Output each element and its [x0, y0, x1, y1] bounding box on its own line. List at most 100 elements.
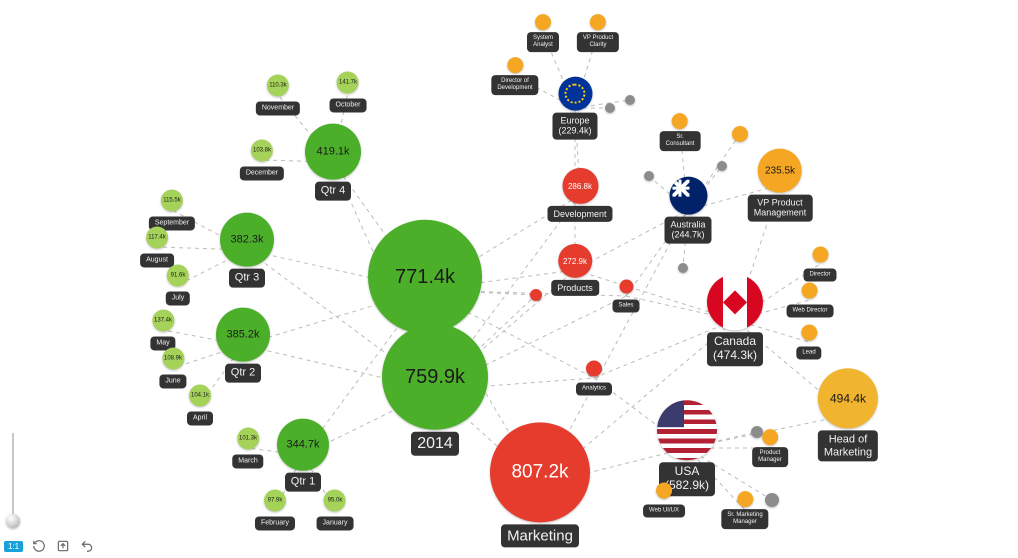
node-bubble [732, 126, 748, 142]
node-value: 110.3k [269, 82, 287, 88]
node-bubble [625, 95, 635, 105]
node-hom[interactable]: 494.4kHead of Marketing [818, 368, 878, 461]
node-value: 137.4k [154, 317, 172, 323]
node-ca[interactable]: Canada (474.3k) [707, 274, 763, 366]
node-t_se[interactable]: Sr. Consultant [660, 113, 701, 151]
node-oct[interactable]: 141.7k October [330, 71, 367, 112]
node-label: December [240, 166, 284, 180]
node-feb[interactable]: 97.9kFebruary [255, 489, 295, 530]
node-bubble [678, 263, 688, 273]
node-label: Web UI/UX [643, 505, 685, 518]
node-t_us2[interactable]: Product Manager [752, 429, 788, 467]
node-label: VP Product Clarity [577, 32, 619, 52]
node-sales[interactable]: Sales [612, 280, 639, 313]
flag-au-icon [669, 177, 707, 215]
node-label: Qtr 3 [229, 269, 265, 288]
node-q3[interactable]: 382.3kQtr 3 [220, 213, 274, 288]
node-value: 95.0k [328, 497, 343, 503]
node-apr[interactable]: 104.1kApril [187, 384, 213, 425]
node-prod2[interactable] [530, 289, 542, 301]
toolbar: 1:1 [4, 538, 95, 554]
export-icon[interactable] [55, 538, 71, 554]
node-t_g3[interactable] [644, 171, 654, 181]
node-y2014[interactable]: 759.9k2014 [382, 324, 488, 456]
node-t_us4[interactable]: Web UI/UX [643, 483, 685, 518]
node-value: 108.9k [164, 355, 182, 361]
node-label: Lead [796, 347, 821, 360]
node-t_ca3[interactable]: Lead [796, 325, 821, 360]
node-jun[interactable]: 108.9kJune [159, 347, 186, 388]
node-jan[interactable]: 95.0kJanuary [317, 489, 354, 530]
node-anlx[interactable]: Analytics [576, 361, 612, 396]
node-dec[interactable]: 103.8kDecember [240, 139, 284, 180]
zoom-slider[interactable] [6, 433, 20, 528]
refresh-icon[interactable] [31, 538, 47, 554]
mode-badge[interactable]: 1:1 [4, 541, 23, 552]
node-value: 91.6k [171, 272, 186, 278]
node-bubble: 137.4k [152, 309, 174, 331]
node-bubble [762, 429, 778, 445]
node-bubble: 286.8k [562, 168, 598, 204]
node-bubble: 272.9k [558, 244, 592, 278]
node-q4[interactable]: 419.1kQtr 4 [305, 124, 361, 201]
node-label: Development [547, 206, 612, 222]
node-bubble [644, 171, 654, 181]
node-us[interactable]: USA (582.9k) [657, 400, 717, 496]
node-bubble: 235.5k [758, 149, 802, 193]
node-value: 101.3k [239, 435, 257, 441]
node-label: Marketing [501, 524, 579, 547]
node-value: 344.7k [286, 439, 319, 451]
node-t_ca2[interactable]: Web Director [787, 283, 834, 318]
node-t_vp[interactable]: VP Product Clarity [577, 14, 619, 52]
node-label: October [330, 98, 367, 112]
node-q1[interactable]: 344.7kQtr 1 [277, 419, 329, 492]
node-eu[interactable]: Europe (229.4k) [552, 77, 597, 140]
node-dev[interactable]: 286.8k Development [547, 168, 612, 222]
flag-ca-icon [707, 274, 763, 330]
node-bubble: 385.2k [216, 308, 270, 362]
node-may[interactable]: 137.4kMay [150, 309, 175, 350]
node-jul[interactable]: 91.6kJuly [166, 264, 190, 305]
node-aug[interactable]: 117.4kAugust [140, 226, 174, 267]
node-t_us5[interactable]: Sr. Marketing Manager [721, 491, 768, 529]
node-label: Europe (229.4k) [552, 113, 597, 140]
flag-eu-icon [558, 77, 592, 111]
node-bubble [802, 283, 818, 299]
node-label: Analytics [576, 383, 612, 396]
node-value: 286.8k [568, 181, 592, 190]
zoom-thumb[interactable] [6, 514, 20, 528]
node-t_g1[interactable] [605, 103, 615, 113]
node-bubble: 110.3k [267, 74, 289, 96]
node-vpp[interactable]: 235.5kVP Product Management [748, 149, 813, 222]
node-value: 235.5k [765, 165, 795, 176]
node-label: Qtr 2 [225, 364, 261, 383]
node-prod[interactable]: 272.9kProducts [551, 244, 599, 296]
node-t_g4[interactable] [717, 161, 727, 171]
node-au[interactable]: Australia (244.7k) [664, 177, 711, 244]
node-bubble [717, 161, 727, 171]
node-t_ae[interactable] [732, 126, 748, 142]
node-t_g2[interactable] [625, 95, 635, 105]
undo-icon[interactable] [79, 538, 95, 554]
node-value: 771.4k [395, 265, 455, 288]
node-bubble: 344.7k [277, 419, 329, 471]
node-value: 104.1k [191, 392, 209, 398]
node-mkt[interactable]: 807.2kMarketing [490, 422, 590, 547]
node-t_dd[interactable]: Director of Development [491, 57, 538, 95]
node-label: Product Manager [752, 447, 788, 467]
node-bubble [656, 483, 672, 499]
node-value: 141.7k [339, 79, 357, 85]
node-nov[interactable]: 110.3kNovember [256, 74, 300, 115]
node-t_sa[interactable]: System Analyst [527, 14, 559, 52]
node-bubble [586, 361, 602, 377]
network-canvas[interactable]: 771.4k2015759.9k2014419.1kQtr 4382.3kQtr… [0, 0, 1018, 558]
flag-us-icon [657, 400, 717, 460]
node-bubble: 807.2k [490, 422, 590, 522]
node-mar[interactable]: 101.3kMarch [232, 427, 263, 468]
node-t_ca1[interactable]: Director [803, 247, 836, 282]
node-label: Head of Marketing [818, 430, 878, 461]
node-q2[interactable]: 385.2k Qtr 2 [216, 308, 270, 383]
node-t_g5[interactable] [678, 263, 688, 273]
node-sep[interactable]: 115.5kSeptember [149, 189, 195, 230]
node-bubble: 117.4k [146, 226, 168, 248]
